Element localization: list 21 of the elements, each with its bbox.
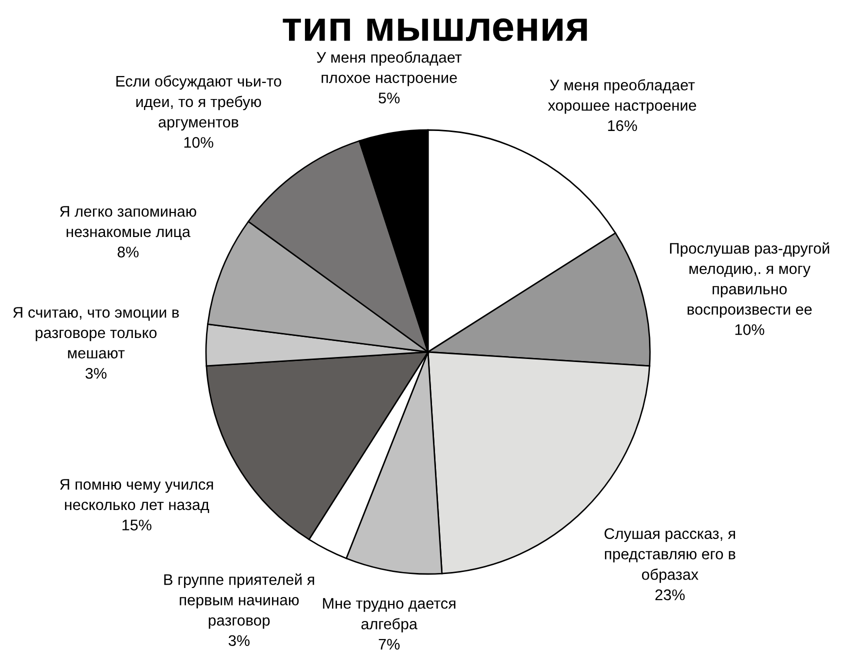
slice-label: Я легко запоминаю незнакомые лица — [60, 206, 196, 240]
chart-title: тип мышления — [282, 18, 587, 42]
data-label: 10% — [184, 137, 214, 148]
data-label: 8% — [118, 246, 139, 258]
slice-label: Я считаю, что эмоции в разговоре только мешают — [13, 307, 179, 358]
slice-label: Прослушав раз-другой мелодию,. я могу правильно воспроизвести ее — [670, 242, 830, 318]
data-label: 7% — [378, 638, 400, 650]
slice-label: У меня преобладает плохое настроение — [316, 51, 462, 86]
data-label: 5% — [378, 92, 400, 104]
data-label: 23% — [655, 589, 685, 600]
slice-label: Я помню чему учился несколько лет назад — [60, 479, 213, 514]
slice-label: У меня преобладает хорошее настроение — [548, 79, 696, 114]
data-label: 3% — [86, 368, 106, 379]
slice-label: Слушая рассказ, я представляю его в образах — [604, 528, 736, 583]
slice-label: В группе приятелей я первым начинаю разговор — [164, 574, 314, 629]
slice-label: Если обсуждают чьи-то идеи, то я требую аргументов — [116, 75, 282, 131]
data-label: 16% — [608, 120, 638, 132]
data-label: 10% — [735, 324, 764, 336]
data-label: 15% — [122, 520, 152, 530]
slice-label: Мне трудно дается алгебра — [323, 598, 456, 632]
data-label: 3% — [228, 635, 250, 646]
